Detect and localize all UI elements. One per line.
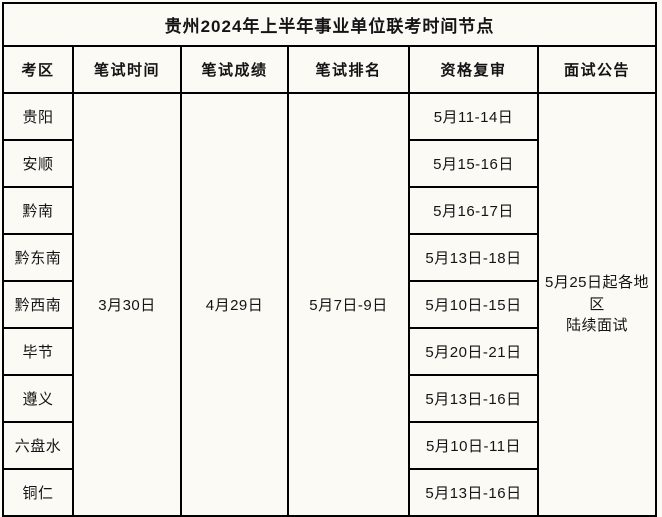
review-date-cell: 5月20日-21日 bbox=[408, 327, 539, 376]
region-cell: 铜仁 bbox=[2, 468, 74, 517]
table-row: 遵义 5月13日-16日 bbox=[2, 374, 656, 423]
region-cell: 贵阳 bbox=[2, 92, 74, 141]
written-exam-date-cell: 3月30日 bbox=[72, 92, 182, 517]
review-date-cell: 5月13日-16日 bbox=[408, 468, 539, 517]
region-cell: 六盘水 bbox=[2, 421, 74, 470]
region-cell: 黔西南 bbox=[2, 280, 74, 329]
table-row: 毕节 5月20日-21日 bbox=[2, 327, 656, 376]
column-header-written-exam-rank: 笔试排名 bbox=[287, 45, 410, 94]
region-cell: 毕节 bbox=[2, 327, 74, 376]
review-date-cell: 5月16-17日 bbox=[408, 186, 539, 235]
table-row: 六盘水 5月10日-11日 bbox=[2, 421, 656, 470]
table-row: 安顺 5月15-16日 bbox=[2, 139, 656, 188]
table-row: 黔西南 5月10日-15日 bbox=[2, 280, 656, 329]
table-title: 贵州2024年上半年事业单位联考时间节点 bbox=[1, 2, 658, 47]
review-date-cell: 5月10日-15日 bbox=[408, 280, 539, 329]
interview-notice-cell: 5月25日起各地区 陆续面试 bbox=[536, 92, 658, 517]
review-date-cell: 5月13日-18日 bbox=[408, 233, 539, 282]
column-header-qualification-review: 资格复审 bbox=[408, 45, 539, 94]
column-header-written-exam-time: 笔试时间 bbox=[72, 45, 182, 94]
table-row: 黔南 5月16-17日 bbox=[2, 186, 656, 235]
column-header-interview-notice: 面试公告 bbox=[536, 45, 658, 94]
rank-release-date-cell: 5月7日-9日 bbox=[287, 92, 410, 517]
review-date-cell: 5月11-14日 bbox=[408, 92, 539, 141]
review-date-cell: 5月15-16日 bbox=[408, 139, 539, 188]
review-date-cell: 5月10日-11日 bbox=[408, 421, 539, 470]
score-release-date-cell: 4月29日 bbox=[180, 92, 289, 517]
region-cell: 遵义 bbox=[2, 374, 74, 423]
column-header-region: 考区 bbox=[2, 45, 74, 94]
table-row: 黔东南 5月13日-18日 bbox=[2, 233, 656, 282]
table-title-row: 贵州2024年上半年事业单位联考时间节点 bbox=[1, 2, 658, 47]
review-date-cell: 5月13日-16日 bbox=[408, 374, 539, 423]
column-header-written-exam-score: 笔试成绩 bbox=[180, 45, 289, 94]
table-header-row: 考区 笔试时间 笔试成绩 笔试排名 资格复审 面试公告 bbox=[2, 45, 658, 94]
region-cell: 黔南 bbox=[2, 186, 74, 235]
table-row: 贵阳 3月30日 4月29日 5月7日-9日 5月11-14日 5月25日起各地… bbox=[2, 92, 658, 517]
region-cell: 安顺 bbox=[2, 139, 74, 188]
region-cell: 黔东南 bbox=[2, 233, 74, 282]
